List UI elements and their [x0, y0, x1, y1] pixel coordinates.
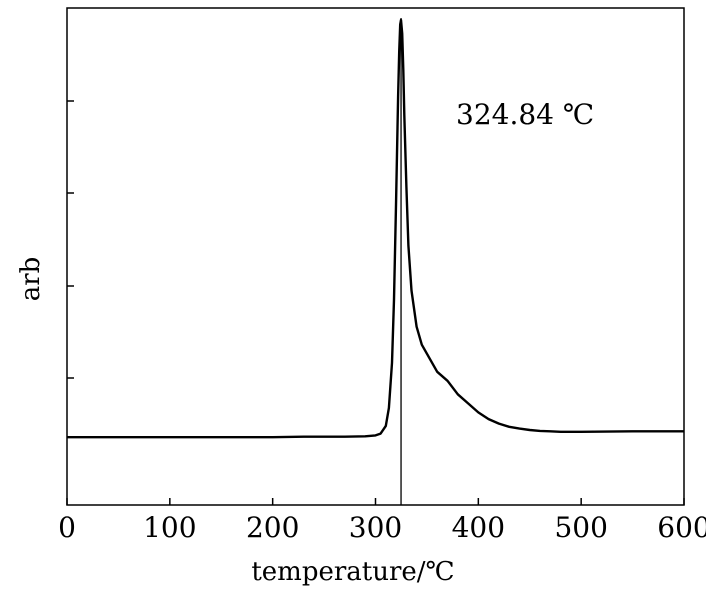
peak-annotation: 324.84 ℃: [456, 98, 594, 131]
x-axis-label: temperature/℃: [251, 557, 454, 587]
x-tick-label: 100: [143, 511, 196, 544]
plot-frame: [66, 7, 685, 506]
x-tick-label: 300: [349, 511, 402, 544]
x-tick-label: 200: [246, 511, 299, 544]
y-tick-marks: [67, 100, 74, 379]
x-tick-label: 0: [58, 511, 76, 544]
x-tick-label: 500: [554, 511, 607, 544]
y-axis-label: arb: [16, 257, 46, 302]
x-tick-label: 400: [452, 511, 505, 544]
x-tick-marks: 0 100 200 300 400 500 600: [58, 498, 706, 544]
series-line: [67, 18, 684, 439]
x-tick-label: 600: [657, 511, 706, 544]
